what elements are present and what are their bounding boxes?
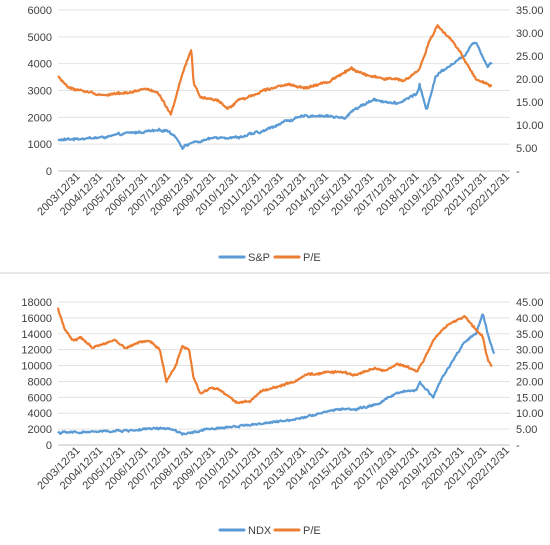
y-right-tick-label: 30.00 [516, 345, 544, 357]
chart-1: 0 1000 2000 3000 4000 5000 6000 - 5.00 10.00 15.00… [28, 5, 544, 264]
legend-label: P/E [303, 525, 321, 537]
legend: NDX P/E [218, 525, 321, 537]
series-line-sp [57, 41, 493, 151]
y-left-tick-label: 4000 [28, 408, 52, 420]
y-right-tick-label: 5.00 [516, 143, 537, 155]
y-left-tick-label: 14000 [21, 329, 52, 341]
y-right-tick-label: 20.00 [516, 376, 544, 388]
y-left-tick-label: 0 [46, 166, 52, 178]
series-line-pe [56, 307, 493, 405]
y-left-tick-label: 18000 [21, 297, 52, 309]
legend-label: S&P [248, 252, 270, 264]
y-right-tick-label: 30.00 [516, 28, 544, 40]
series-line-ndx [57, 313, 496, 436]
y-right-tick-label: - [516, 440, 520, 452]
y-left-tick-label: 8000 [28, 376, 52, 388]
chart-2: 0 2000 4000 6000 8000 10000 12000 14000 16000 180… [21, 297, 543, 537]
y-left-tick-label: 2000 [28, 112, 52, 124]
y-left-tick-label: 6000 [28, 5, 52, 17]
y-left-tick-label: 2000 [28, 424, 52, 436]
y-right-tick-label: 35.00 [516, 329, 544, 341]
y-right-tick-label: 15.00 [516, 97, 544, 109]
y-right-tick-label: 10.00 [516, 120, 544, 132]
y-left-tick-label: 1000 [28, 139, 52, 151]
y-right-tick-label: 25.00 [516, 51, 544, 63]
y-right-tick-label: 45.00 [516, 297, 544, 309]
y-right-tick-label: 35.00 [516, 5, 544, 17]
y-left-tick-label: 0 [46, 440, 52, 452]
y-right-tick-label: - [516, 166, 520, 178]
series-line-pe [57, 24, 493, 116]
y-left-tick-label: 12000 [21, 345, 52, 357]
y-left-tick-label: 4000 [28, 59, 52, 71]
y-right-tick-label: 25.00 [516, 361, 544, 373]
y-left-tick-label: 10000 [21, 361, 52, 373]
y-left-tick-label: 5000 [28, 32, 52, 44]
y-left-tick-label: 3000 [28, 86, 52, 98]
y-right-tick-label: 15.00 [516, 392, 544, 404]
y-right-tick-label: 10.00 [516, 408, 544, 420]
y-right-tick-label: 40.00 [516, 313, 544, 325]
legend-label: NDX [248, 525, 272, 537]
legend-label: P/E [303, 252, 321, 264]
y-right-tick-label: 5.00 [516, 424, 537, 436]
y-left-tick-label: 6000 [28, 392, 52, 404]
y-right-tick-label: 20.00 [516, 74, 544, 86]
y-left-tick-label: 16000 [21, 313, 52, 325]
legend: S&P P/E [218, 252, 321, 264]
